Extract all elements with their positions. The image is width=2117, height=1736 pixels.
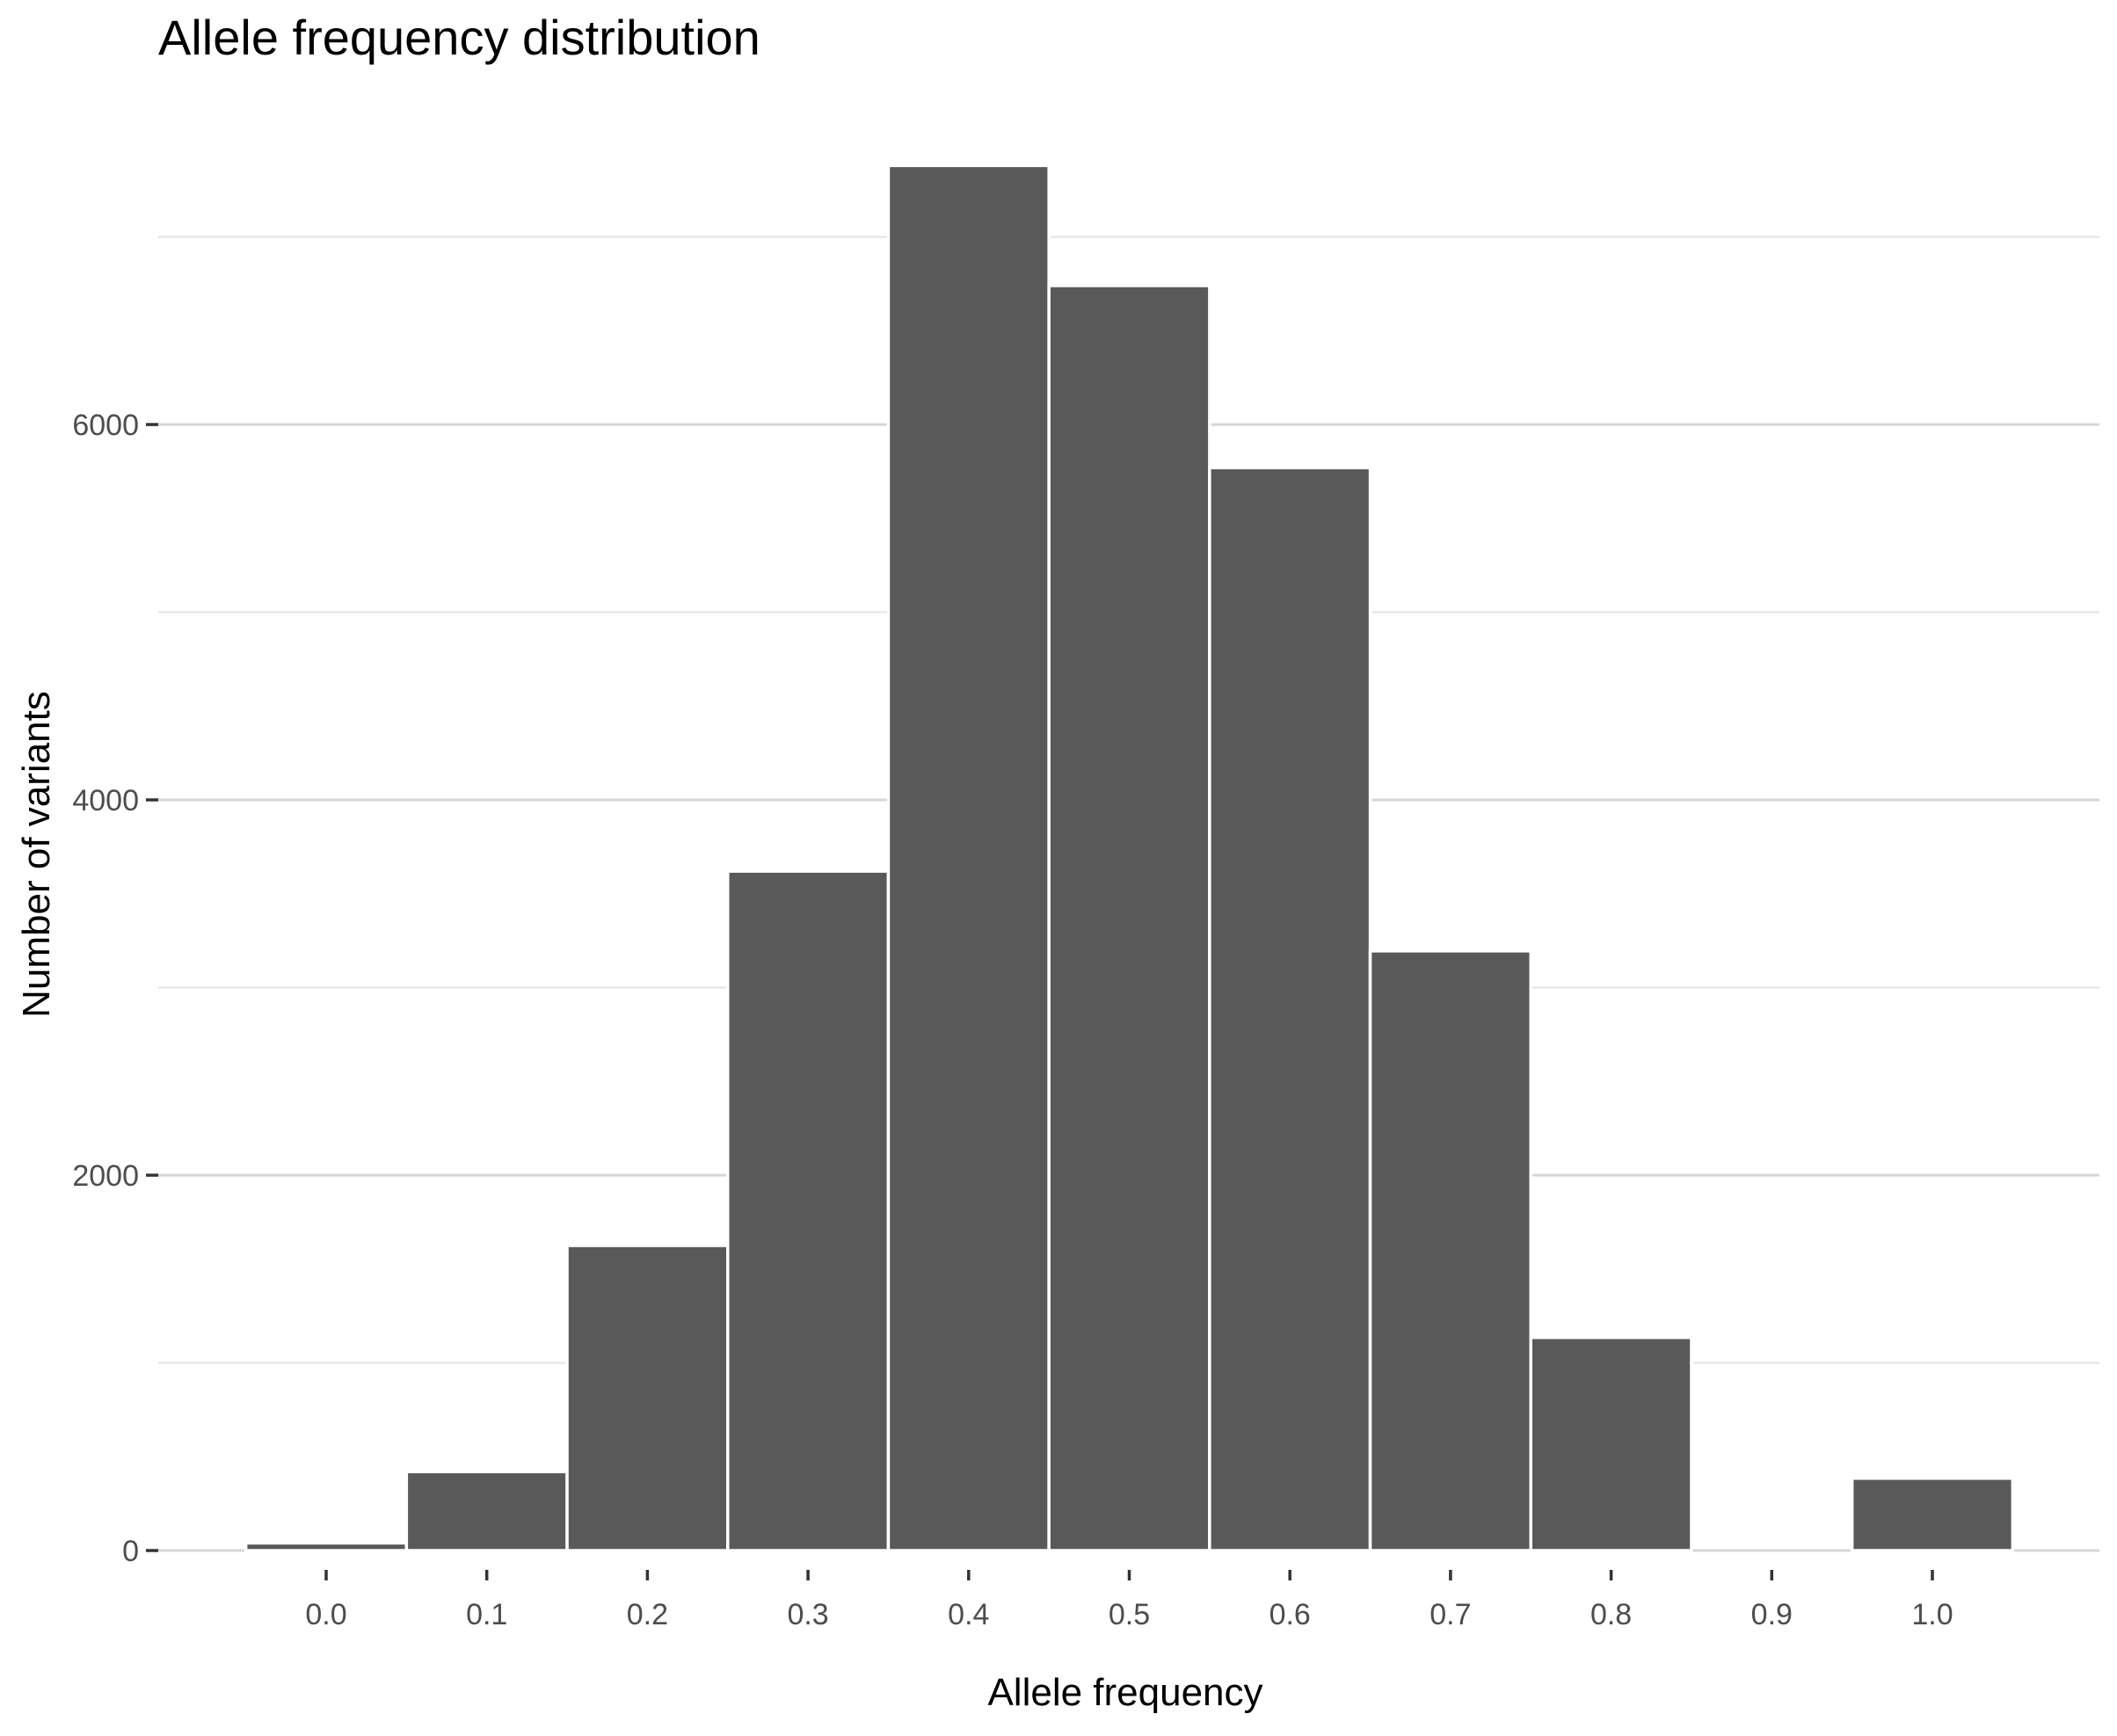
- x-tick-label: 0.1: [466, 1598, 507, 1631]
- bar-0.7: [1368, 949, 1533, 1552]
- x-tick-label: 0.8: [1590, 1598, 1632, 1631]
- y-tick-label: 4000: [72, 784, 139, 817]
- x-tick-label: 0.0: [305, 1598, 346, 1631]
- bar-0.5: [1047, 284, 1211, 1552]
- x-tick-label: 1.0: [1911, 1598, 1953, 1631]
- x-axis: 0.0 0.1 0.2 0.3 0.4 0.5 0.6 0.7 0.8 0.9 1.0: [305, 1570, 1953, 1631]
- bar-0.4: [886, 163, 1051, 1552]
- y-tick-label: 6000: [72, 409, 139, 442]
- chart-title: Allele frequency distribution: [158, 10, 760, 65]
- y-axis-title: Number of variants: [15, 691, 58, 1018]
- x-tick-label: 0.6: [1269, 1598, 1311, 1631]
- x-tick-label: 0.5: [1109, 1598, 1150, 1631]
- y-tick-label: 2000: [72, 1159, 139, 1193]
- histogram-bars: [244, 163, 2015, 1552]
- x-axis-title: Allele frequency: [987, 1671, 1262, 1714]
- bar-1.0: [1850, 1477, 2015, 1552]
- x-tick-label: 0.9: [1751, 1598, 1793, 1631]
- x-tick-label: 0.2: [627, 1598, 668, 1631]
- bar-0.3: [726, 869, 891, 1552]
- bar-0.6: [1208, 466, 1372, 1552]
- x-tick-label: 0.3: [787, 1598, 828, 1631]
- bar-0.1: [404, 1470, 569, 1552]
- x-tick-label: 0.4: [948, 1598, 989, 1631]
- x-tick-label: 0.7: [1430, 1598, 1471, 1631]
- bar-0.8: [1529, 1335, 1693, 1552]
- bar-0.0: [244, 1541, 409, 1552]
- y-tick-label: 0: [122, 1535, 139, 1568]
- bar-0.2: [565, 1244, 730, 1552]
- y-axis: 0 2000 4000 6000: [72, 409, 158, 1568]
